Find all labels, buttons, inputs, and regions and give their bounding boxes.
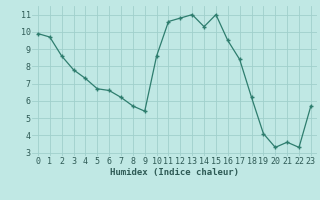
X-axis label: Humidex (Indice chaleur): Humidex (Indice chaleur) <box>110 168 239 177</box>
